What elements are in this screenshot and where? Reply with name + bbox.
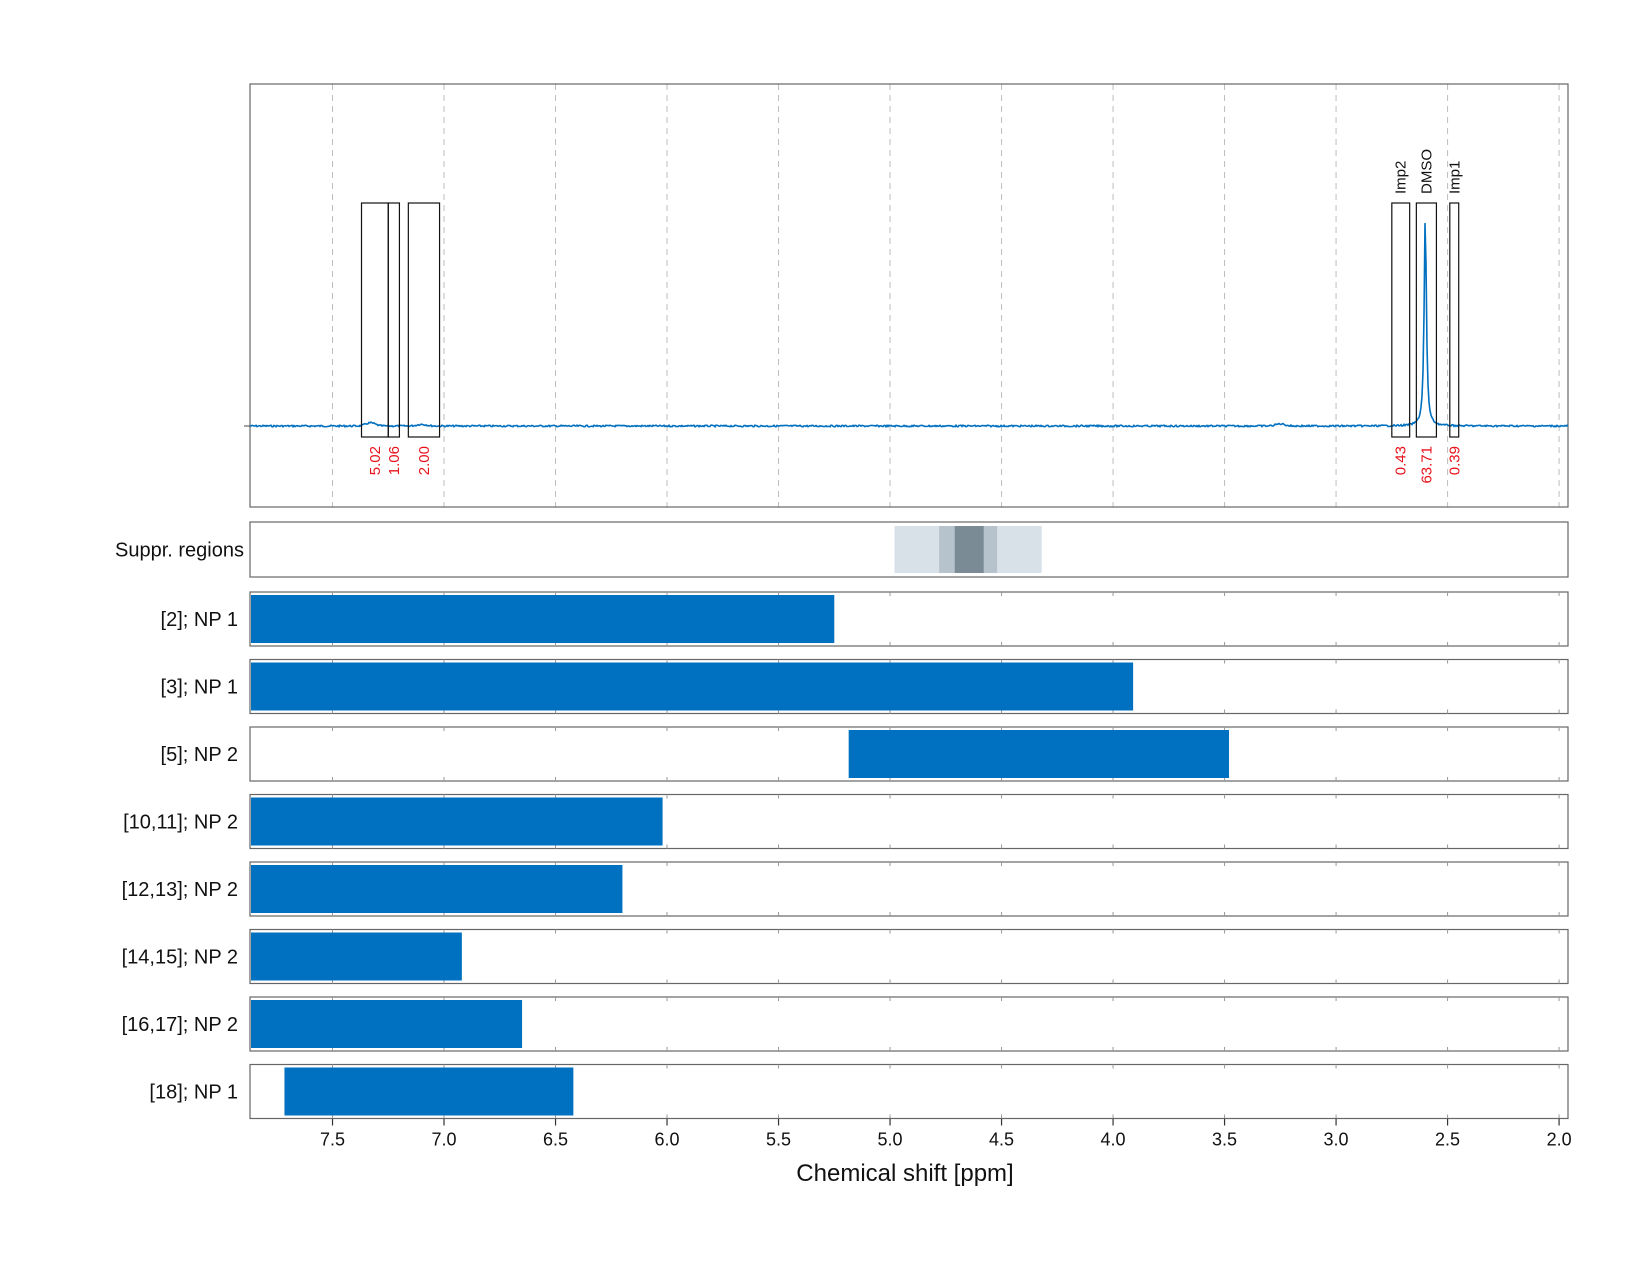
range-bar [251, 865, 623, 913]
x-tick-label: 2.0 [1547, 1130, 1572, 1150]
x-tick-label: 7.5 [320, 1130, 345, 1150]
range-bar-label: [2]; NP 1 [161, 609, 238, 631]
integration-value: 0.43 [1393, 446, 1410, 475]
range-bar-label: [5]; NP 2 [161, 744, 238, 766]
x-axis: 7.5 7.0 6.5 6.0 5.5 5.0 4.5 4.0 3.5 3.0 2.5 2.0 [320, 1118, 1572, 1150]
range-tracks: Suppr. regions [2]; NP 1 [3]; NP 1 [5]; NP … [115, 521, 1569, 1120]
range-bar-label: [18]; NP 1 [149, 1082, 238, 1104]
integration-value: 2.00 [416, 446, 433, 475]
integration-label: Imp1 [1446, 161, 1463, 194]
spectrum-panel: 5.02 1.06 2.00 0.43 Imp2 63.71 DMSO 0.39 Imp1 [244, 83, 1569, 508]
range-bar [251, 662, 1134, 711]
x-tick-label: 3.5 [1212, 1130, 1237, 1150]
spectrum-line [249, 223, 1569, 429]
range-bar [251, 932, 462, 981]
x-tick-label: 5.5 [766, 1130, 791, 1150]
x-tick-label: 4.5 [989, 1130, 1014, 1150]
x-tick-label: 2.5 [1435, 1130, 1460, 1150]
range-bar [251, 797, 663, 846]
grid-layer [332, 84, 1560, 507]
integration-value: 1.06 [386, 446, 403, 475]
range-bar-label: [10,11]; NP 2 [123, 812, 238, 834]
integration-box [387, 202, 401, 438]
range-bar-label: [3]; NP 1 [161, 677, 238, 699]
integration-value: 63.71 [1418, 446, 1435, 484]
suppression-track-label: Suppr. regions [115, 540, 244, 562]
range-bar [251, 595, 835, 643]
integration-label: DMSO [1418, 149, 1435, 194]
range-bar [848, 730, 1230, 778]
integration-value: 0.39 [1446, 446, 1463, 475]
integration-box [1391, 202, 1411, 438]
integration-box [360, 202, 389, 438]
x-tick-label: 7.0 [432, 1130, 457, 1150]
integration-box [1415, 202, 1438, 438]
spectrum-frame [249, 83, 1569, 508]
suppression-region [954, 526, 984, 573]
range-bar [251, 1000, 523, 1048]
integration-box [407, 202, 441, 438]
x-tick-label: 4.0 [1101, 1130, 1126, 1150]
range-bar-label: [16,17]; NP 2 [122, 1014, 238, 1036]
integration-box [1449, 202, 1460, 438]
integration-value: 5.02 [367, 446, 384, 475]
range-bar-label: [14,15]; NP 2 [122, 947, 238, 969]
x-tick-label: 6.5 [543, 1130, 568, 1150]
integration-label: Imp2 [1393, 161, 1410, 194]
x-tick-label: 6.0 [655, 1130, 680, 1150]
range-bar-label: [12,13]; NP 2 [122, 879, 238, 901]
x-axis-title: Chemical shift [ppm] [796, 1160, 1013, 1187]
track-frame [249, 928, 1569, 985]
x-tick-label: 5.0 [878, 1130, 903, 1150]
x-tick-label: 3.0 [1324, 1130, 1349, 1150]
range-bar [284, 1067, 574, 1116]
